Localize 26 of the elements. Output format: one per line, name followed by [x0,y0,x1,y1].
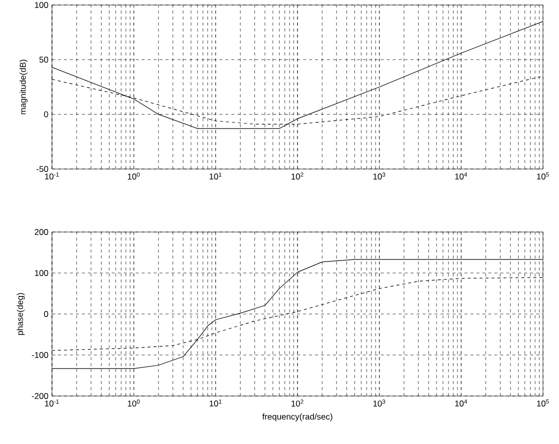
y-tick-label: 100 [34,2,48,8]
x-tick-label: 10$^{4}$ [455,172,468,180]
y-tick-label: -50 [36,166,48,172]
x-tick-label: 10$^{1}$ [210,400,222,406]
x-tick-label: 10$^{-1}$ [45,400,59,406]
x-tick-label: 10$^{2}$ [292,172,304,180]
y-tick-label: 0 [44,111,48,118]
x-tick-label: 10$^{1}$ [210,172,222,180]
x-tick-label: 10$^{0}$ [128,172,140,180]
y-tick-label: 100 [34,270,48,276]
y-tick-label: 50 [39,56,48,63]
y-axis-title: magnitude(dB) [20,60,28,114]
x-tick-label: 10$^{5}$ [537,172,549,180]
x-tick-label: 10$^{3}$ [373,400,386,407]
x-tick-label: 10$^{3}$ [373,172,386,180]
y-tick-label: 0 [44,311,48,317]
y-axis-title: phase(deg) [16,293,25,335]
y-tick-label: -100 [32,352,48,358]
x-axis-title: frequency(rad/sec) [262,413,332,422]
x-tick-label: 10$^{-1}$ [45,172,59,180]
x-tick-label: 10$^{2}$ [292,400,304,407]
y-tick-label: 200 [34,229,48,235]
x-tick-label: 10$^{5}$ [537,400,549,406]
y-tick-label: -200 [32,393,48,399]
x-tick-label: 10$^{0}$ [128,400,140,407]
x-tick-label: 10$^{4}$ [455,400,468,406]
